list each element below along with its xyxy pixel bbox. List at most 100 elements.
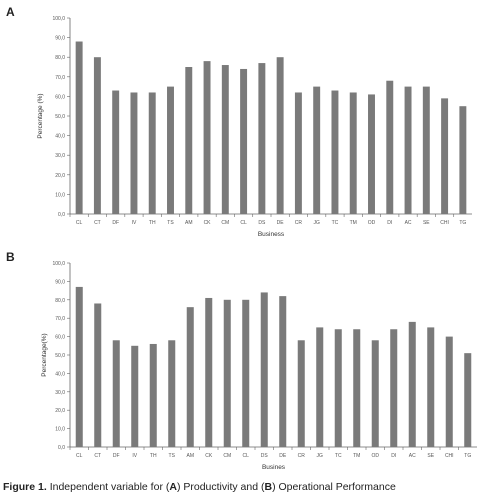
bar-tc — [334, 329, 342, 447]
x-tick-label: CM — [221, 220, 229, 226]
x-axis-label: Busines — [262, 464, 286, 471]
x-tick-label: AC — [409, 453, 416, 459]
bar-od — [368, 94, 375, 214]
x-tick-label: TC — [332, 220, 339, 226]
x-tick-label: TS — [169, 453, 176, 459]
bar-cm — [223, 299, 231, 447]
x-tick-label: TC — [335, 453, 342, 459]
y-tick-label: 50,0 — [55, 353, 65, 359]
x-tick-label: CM — [223, 453, 231, 459]
bar-ac — [408, 321, 416, 447]
x-tick-label: SE — [423, 220, 430, 226]
panel-label-b: B — [6, 250, 15, 264]
x-tick-label: SE — [427, 453, 434, 459]
bar-th — [148, 92, 156, 214]
caption-a: A — [169, 481, 177, 493]
x-tick-label: DE — [279, 453, 287, 459]
y-tick-label: 20,0 — [55, 408, 65, 414]
bar-df — [112, 340, 120, 447]
x-tick-label: CHI — [440, 220, 449, 226]
bar-chi — [441, 98, 449, 214]
bar-se — [422, 86, 430, 214]
bar-am — [185, 67, 193, 214]
x-tick-label: CL — [76, 220, 83, 226]
y-tick-label: 100,0 — [52, 261, 65, 267]
bar-tg — [459, 106, 467, 214]
y-tick-label: 70,0 — [55, 316, 65, 322]
x-tick-label: TM — [353, 453, 360, 459]
x-tick-label: TS — [167, 220, 174, 226]
bar-th — [149, 343, 157, 447]
x-tick-label: CR — [295, 220, 303, 226]
x-tick-label: AM — [185, 220, 193, 226]
y-axis-label: Percentage(%) — [41, 333, 48, 376]
panel-label-a: A — [6, 5, 15, 19]
y-tick-label: 100,0 — [52, 16, 65, 22]
y-tick-label: 40,0 — [55, 134, 65, 140]
y-tick-label: 0,0 — [58, 212, 65, 218]
x-tick-label: AM — [187, 453, 195, 459]
x-tick-label: IV — [132, 220, 137, 226]
bar-am — [186, 307, 194, 447]
y-tick-label: 40,0 — [55, 371, 65, 377]
x-tick-label: TH — [150, 453, 157, 459]
bar-se — [427, 327, 435, 447]
bar-tm — [353, 329, 361, 447]
bar-iv — [131, 345, 139, 447]
bar-ac — [404, 86, 412, 214]
y-tick-label: 90,0 — [55, 279, 65, 285]
x-tick-label: CL — [243, 453, 250, 459]
caption-text-2: ) Productivity and ( — [176, 481, 265, 493]
bar-cl — [75, 41, 83, 214]
x-tick-label: CT — [94, 453, 101, 459]
bar-jg — [313, 86, 321, 214]
bar-ck — [205, 297, 213, 447]
x-tick-label: CK — [204, 220, 212, 226]
y-tick-label: 60,0 — [55, 94, 65, 100]
x-tick-label: OD — [368, 220, 376, 226]
bar-cl — [242, 299, 250, 447]
y-tick-label: 10,0 — [55, 192, 65, 198]
caption-b: B — [264, 481, 273, 493]
bar-ck — [203, 61, 211, 215]
y-tick-label: 80,0 — [55, 55, 65, 61]
y-tick-label: 20,0 — [55, 173, 65, 179]
bar-de — [279, 296, 287, 447]
bar-di — [386, 80, 394, 214]
bar-df — [112, 90, 120, 214]
bar-od — [371, 340, 379, 447]
bar-ct — [94, 303, 102, 447]
x-tick-label: OD — [372, 453, 380, 459]
bar-tg — [464, 353, 472, 447]
y-tick-label: 0,0 — [58, 445, 65, 451]
x-tick-label: DF — [113, 453, 120, 459]
x-tick-label: CR — [298, 453, 306, 459]
y-tick-label: 90,0 — [55, 36, 65, 42]
x-tick-label: DF — [112, 220, 119, 226]
y-tick-label: 30,0 — [55, 390, 65, 396]
bar-cr — [297, 340, 305, 447]
x-tick-label: CT — [94, 220, 101, 226]
y-tick-label: 80,0 — [55, 298, 65, 304]
caption-prefix: Figure 1. — [3, 481, 47, 493]
x-tick-label: CL — [240, 220, 247, 226]
chart-b: 0,0 10,0 20,0 30,0 40,0 50,0 60,0 70,0 80,0 90,0 1… — [41, 261, 477, 471]
y-tick-label: 70,0 — [55, 75, 65, 81]
x-tick-label: DS — [261, 453, 269, 459]
bar-ds — [260, 292, 268, 447]
x-tick-label: DI — [391, 453, 396, 459]
y-tick-label: 10,0 — [55, 427, 65, 433]
x-tick-label: DE — [277, 220, 285, 226]
caption-text-3: ) Operational Performance — [272, 481, 396, 493]
bar-di — [390, 329, 398, 447]
x-tick-label: IV — [132, 453, 137, 459]
y-axis-label: Percentage (%) — [37, 93, 44, 138]
x-tick-label: TG — [459, 220, 466, 226]
x-tick-label: DI — [387, 220, 392, 226]
figure-caption: Figure 1. Independent variable for (A) P… — [3, 481, 396, 493]
y-tick-label: 60,0 — [55, 335, 65, 341]
bar-cl — [240, 68, 248, 215]
x-tick-label: TM — [350, 220, 357, 226]
bar-ts — [168, 340, 176, 447]
bar-cm — [221, 65, 229, 214]
